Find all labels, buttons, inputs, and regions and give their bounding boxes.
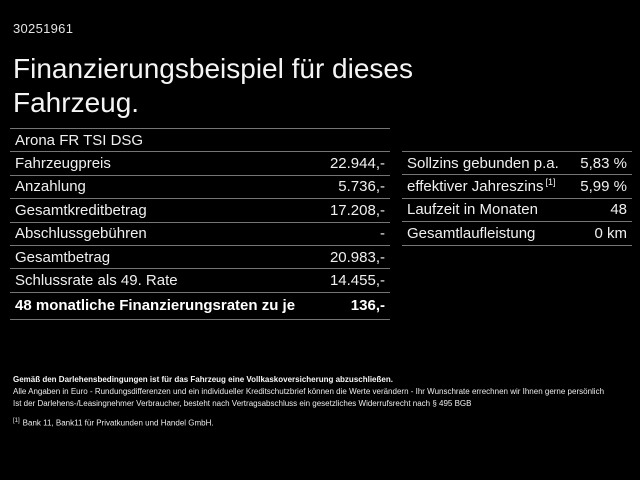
row-value: 20.983,- (329, 248, 385, 266)
row-value: 14.455,- (329, 272, 385, 290)
legal-note-line2: Ist der Darlehens-/Leasingnehmer Verbrau… (13, 399, 472, 408)
vehicle-model: Arona FR TSI DSG (15, 131, 144, 149)
finance-table: Arona FR TSI DSG Fahrzeugpreis 22.944,- … (10, 128, 390, 320)
table-row-gesamtbetrag: Gesamtbetrag 20.983,- (10, 244, 390, 268)
row-label: Sollzins gebunden p.a. (407, 154, 559, 172)
row-value: 5,99 % (580, 178, 627, 196)
vehicle-model-row: Arona FR TSI DSG (10, 128, 390, 151)
row-label: Laufzeit in Monaten (407, 201, 538, 219)
row-label: Schlussrate als 49. Rate (15, 272, 178, 290)
table-row-effektiver-jahreszins: effektiver Jahreszins [1] 5,99 % (402, 174, 632, 197)
table-row-fahrzeugpreis: Fahrzeugpreis 22.944,- (10, 151, 390, 174)
legal-notes: Gemäß den Darlehensbedingungen ist für d… (13, 374, 633, 410)
row-value: 22.944,- (329, 155, 385, 173)
table-row-anzahlung: Anzahlung 5.736,- (10, 174, 390, 198)
footnote-marker: [1] (13, 418, 20, 424)
document-id: 30251961 (13, 21, 74, 36)
table-row-gesamtkreditbetrag: Gesamtkreditbetrag 17.208,- (10, 198, 390, 221)
table-row-laufzeit: Laufzeit in Monaten 48 (402, 197, 632, 221)
row-value: 0 km (594, 224, 627, 242)
row-label: Gesamtbetrag (15, 248, 111, 266)
page-title-line1: Finanzierungsbeispiel für dieses (13, 53, 413, 84)
insurance-note: Gemäß den Darlehensbedingungen ist für d… (13, 375, 393, 384)
legal-note-line1: Alle Angaben in Euro - Rundungsdifferenz… (13, 387, 605, 396)
table-row-sollzins: Sollzins gebunden p.a. 5,83 % (402, 151, 632, 174)
page-title-line2: Fahrzeug. (13, 87, 140, 118)
row-label: Fahrzeugpreis (15, 155, 111, 173)
footnote-reference: [1] (545, 177, 556, 188)
row-label: Gesamtlaufleistung (407, 224, 536, 242)
row-label: Abschlussgebühren (15, 225, 147, 243)
row-value: 5,83 % (580, 154, 627, 172)
row-label: Gesamtkreditbetrag (15, 201, 147, 219)
table-row-monatsrate-total: 48 monatliche Finanzierungsraten zu je 1… (10, 291, 390, 319)
page-title: Finanzierungsbeispiel für dieses Fahrzeu… (13, 52, 413, 120)
row-value: 5.736,- (338, 178, 385, 196)
row-label: effektiver Jahreszins [1] (407, 177, 556, 196)
row-value: 136,- (350, 297, 385, 315)
bank-footnote: [1] Bank 11, Bank11 für Privatkunden und … (13, 418, 214, 428)
row-label: 48 monatliche Finanzierungsraten zu je (15, 297, 296, 315)
conditions-table: Sollzins gebunden p.a. 5,83 % effektiver… (402, 151, 632, 246)
row-value: 17.208,- (329, 201, 385, 219)
row-label: Anzahlung (15, 178, 86, 196)
footnote-text: Bank 11, Bank11 für Privatkunden und Han… (22, 418, 214, 428)
table-row-schlussrate: Schlussrate als 49. Rate 14.455,- (10, 268, 390, 291)
row-value: - (380, 225, 385, 243)
row-value: 48 (610, 201, 627, 219)
table-row-abschlussgebuehren: Abschlussgebühren - (10, 221, 390, 245)
table-row-gesamtlaufleistung: Gesamtlaufleistung 0 km (402, 221, 632, 244)
